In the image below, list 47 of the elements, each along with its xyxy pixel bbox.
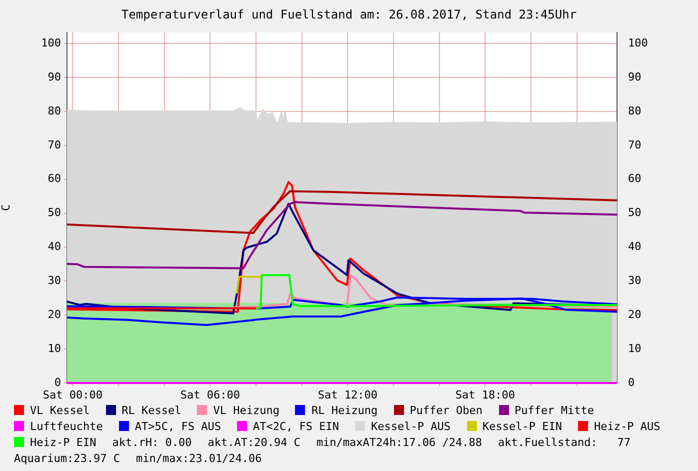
legend-label: Heiz-P EIN	[29, 435, 96, 451]
x-tick-label: Sat 12:00	[318, 388, 378, 402]
legend-label: AT<2C, FS EIN	[252, 419, 340, 435]
y-tick-label: 50	[48, 206, 61, 220]
text: akt.Fuellstand: 77	[498, 435, 630, 451]
legend-label: Heiz-P AUS	[593, 419, 660, 435]
y-tick-label: 100	[41, 36, 61, 50]
text: min/max:23.01/24.06	[136, 451, 262, 467]
y2-tick-label: 30	[628, 274, 642, 288]
y-tick-label: 0	[54, 376, 61, 389]
y-tick-label: 40	[48, 240, 61, 254]
y2-tick-label: 10	[628, 342, 642, 355]
y-tick-label: 90	[48, 70, 61, 84]
y-tick-label: 70	[48, 138, 61, 152]
legend-label: Luftfeuchte	[29, 419, 103, 435]
y2-tick-label: 60	[628, 172, 642, 186]
chart-title: Temperaturverlauf und Fuellstand am: 26.08.2017, Stand 23:45Uhr	[121, 7, 577, 22]
y2-tick-label: 100	[628, 36, 648, 50]
legend-label: RL Kessel	[120, 403, 182, 419]
y2-tick-label: 70	[628, 138, 642, 152]
y-tick-label: 80	[48, 104, 61, 118]
legend-label: Kessel-P EIN	[482, 419, 562, 435]
legend-label: Kessel-P AUS	[370, 419, 451, 435]
legend-label: VL Kessel	[29, 403, 90, 419]
legend-label: Puffer Oben	[408, 403, 483, 419]
text: Aquarium:23.97 C	[14, 451, 120, 467]
y-axis-title: C	[0, 204, 12, 212]
text: akt.rH: 0.00	[112, 435, 192, 451]
y-tick-label: 60	[48, 172, 61, 186]
text: min/maxAT24h:17.06 /24.88	[316, 435, 482, 451]
y2-tick-label: 90	[628, 70, 642, 84]
legend-label: RL Heizung	[310, 403, 378, 419]
y2-tick-label: 80	[628, 104, 642, 118]
x-tick-label: Sat 06:00	[180, 388, 240, 402]
y-tick-label: 20	[48, 308, 61, 321]
text: akt.AT:20.94 C	[208, 435, 300, 451]
y2-tick-label: 0	[628, 376, 635, 389]
y-tick-label: 30	[48, 274, 61, 288]
legend-label: VL Heizung	[212, 403, 280, 419]
y2-tick-label: 40	[628, 240, 642, 254]
x-tick-label: Sat 18:00	[455, 388, 516, 402]
legend-label: AT>5C, FS AUS	[134, 419, 221, 435]
y2-tick-label: 50	[628, 206, 642, 220]
x-tick-label: Sat 00:00	[42, 388, 103, 402]
y-tick-label: 10	[48, 342, 61, 355]
legend-label: Puffer Mitte	[514, 403, 594, 419]
y2-tick-label: 20	[628, 308, 642, 321]
